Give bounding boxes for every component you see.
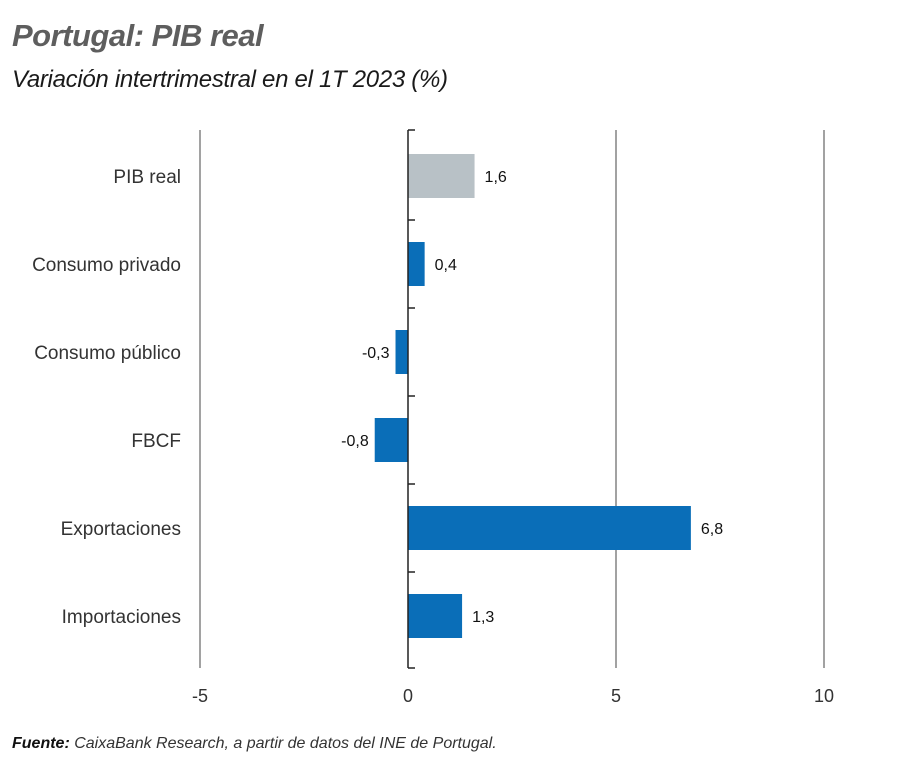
category-label: Exportaciones: [61, 519, 181, 540]
category-label: PIB real: [113, 167, 181, 188]
chart-title: Portugal: PIB real: [12, 18, 264, 53]
bar: [374, 418, 408, 462]
bar: [395, 330, 408, 374]
data-label: -0,8: [341, 433, 369, 450]
zero-axis: [407, 129, 415, 669]
x-tick-label: 10: [814, 686, 834, 706]
category-label: Importaciones: [62, 607, 181, 628]
x-tick-label: -5: [192, 686, 208, 706]
data-label: 0,4: [435, 257, 457, 274]
bar: [408, 154, 475, 198]
bar: [408, 594, 463, 638]
data-label: 6,8: [701, 521, 723, 538]
data-labels: 1,6 0,4 -0,3 -0,8 6,8 1,3: [341, 169, 723, 626]
x-tick-labels: -5 0 5 10: [192, 686, 834, 706]
category-label: FBCF: [131, 431, 181, 452]
x-tick-label: 5: [611, 686, 621, 706]
gridlines: [199, 130, 825, 668]
category-label: Consumo público: [34, 343, 181, 364]
category-label: Consumo privado: [32, 255, 181, 276]
data-label: 1,3: [472, 609, 494, 626]
bar: [408, 242, 425, 286]
source-text: CaixaBank Research, a partir de datos de…: [69, 735, 497, 752]
bars: [374, 154, 691, 638]
chart-subtitle: Variación intertrimestral en el 1T 2023 …: [12, 66, 448, 93]
x-tick-label: 0: [403, 686, 413, 706]
category-labels: PIB real Consumo privado Consumo público FB…: [32, 167, 181, 628]
data-label: 1,6: [485, 169, 507, 186]
source-note: Fuente: CaixaBank Research, a partir de …: [12, 735, 497, 753]
source-label: Fuente:: [12, 735, 70, 752]
data-label: -0,3: [362, 345, 390, 362]
bar: [408, 506, 691, 550]
